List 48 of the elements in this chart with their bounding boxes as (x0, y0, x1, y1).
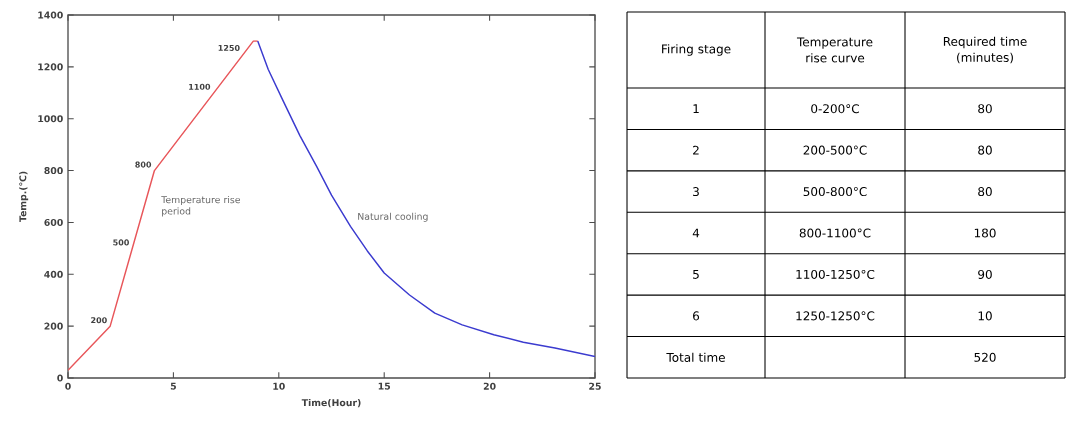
y-tick-label: 6 (693, 311, 700, 321)
x-tick-label: 20 (483, 382, 496, 390)
x-tick-label: Required time (minutes) (943, 36, 1027, 64)
text: 80 (978, 145, 992, 155)
y-tick-label: 0 (57, 374, 63, 382)
x-tick-label: 10 (273, 382, 285, 390)
y-tick-label: 1 (693, 104, 699, 114)
text: 80 (978, 187, 992, 197)
x-tick-label: 15 (378, 382, 391, 390)
annotation: Temperature rise period (161, 196, 241, 217)
y-axis-title: Firing stage (662, 44, 731, 56)
y-tick-label: 600 (44, 218, 63, 226)
x-tick-label: 5 (170, 382, 176, 390)
annotation: 200 (91, 317, 107, 324)
text: 80 (978, 104, 992, 114)
text: 180 (974, 228, 996, 238)
y-tick-label: 5 (693, 269, 699, 279)
x-axis-title: Time(Hour) (301, 398, 361, 408)
line-series (256, 40, 595, 358)
y-tick-label: 2 (693, 145, 699, 155)
y-tick-label: 1400 (38, 11, 63, 19)
text: 1250-1250°C (796, 311, 875, 321)
y-tick-label: 1000 (38, 115, 63, 123)
annotation: 500 (113, 239, 129, 246)
y-tick-label: 800 (44, 167, 63, 175)
text: 0-200°C (811, 104, 859, 114)
x-tick-label: 0 (65, 382, 71, 390)
text: 1100-1250°C (796, 269, 875, 279)
y-tick-label: 400 (44, 270, 63, 278)
y-tick-label: 3 (693, 187, 699, 197)
annotation: Natural cooling (358, 212, 428, 222)
line-series (68, 40, 259, 371)
text: 520 (974, 352, 996, 362)
y-axis-title: Temp.(℃) (19, 171, 29, 223)
y-tick-label: 200 (44, 322, 63, 330)
annotation: 800 (135, 161, 152, 168)
text: 800-1100°C (799, 228, 871, 238)
text: 200-500°C (803, 145, 867, 155)
annotation: 1250 (218, 44, 240, 51)
text: 10 (978, 311, 992, 321)
x-tick-label: 25 (589, 382, 601, 390)
text: 90 (978, 269, 992, 279)
y-tick-label: 4 (692, 228, 700, 238)
text: 500-800°C (803, 187, 867, 197)
annotation: 1100 (189, 83, 211, 90)
y-tick-label: 1200 (38, 63, 63, 71)
x-tick-label: Temperature rise curve (796, 37, 873, 63)
y-tick-label: Total time (666, 352, 725, 362)
